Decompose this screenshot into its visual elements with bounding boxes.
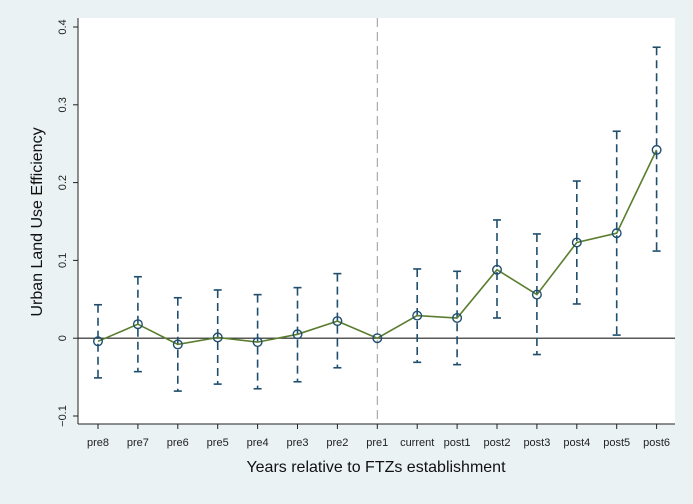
x-tick-label: pre8	[87, 437, 109, 449]
y-tick-label: −0.1	[57, 405, 69, 427]
x-tick-label: pre7	[127, 437, 149, 449]
x-tick-label: pre2	[326, 437, 348, 449]
point-pre7	[132, 319, 143, 330]
x-tick-label: post4	[563, 437, 590, 449]
coefficient-line	[97, 149, 658, 346]
y-tick-label: 0.4	[57, 19, 69, 34]
y-ticks: −0.1 0 0.1 0.2 0.3 0.4	[57, 19, 78, 427]
y-tick-label: 0.2	[57, 175, 69, 190]
x-tick-label: pre4	[247, 437, 269, 449]
y-tick-label: 0.1	[57, 253, 69, 268]
x-tick-label: post3	[523, 437, 550, 449]
point-markers	[92, 144, 662, 350]
point-pre3	[292, 329, 303, 340]
point-post3	[531, 289, 542, 300]
point-pre2	[332, 316, 343, 327]
point-post2	[492, 264, 503, 275]
point-current	[412, 310, 423, 321]
point-pre8	[92, 336, 103, 347]
point-post6	[651, 144, 662, 155]
series-line	[97, 149, 658, 346]
x-axis-title: Years relative to FTZs establishment	[246, 459, 506, 476]
x-ticks: pre8 pre7 pre6 pre5 pre4 pre3 pre2 pre1 current p…	[87, 424, 670, 449]
point-pre5	[212, 332, 223, 343]
point-pre4	[252, 337, 263, 348]
x-tick-label: pre6	[167, 437, 189, 449]
point-post1	[452, 312, 463, 323]
y-axis-title: Urban Land Use Efficiency	[29, 127, 46, 316]
x-tick-label: post1	[444, 437, 471, 449]
plot-area	[78, 18, 675, 424]
point-post4	[571, 237, 582, 248]
x-tick-label: pre1	[366, 437, 388, 449]
x-tick-label: pre5	[207, 437, 229, 449]
x-tick-label: post2	[484, 437, 511, 449]
x-tick-label: current	[400, 437, 434, 449]
x-tick-label: post5	[603, 437, 630, 449]
x-tick-label: post6	[643, 437, 670, 449]
y-tick-label: 0	[57, 335, 69, 341]
y-tick-label: 0.3	[57, 97, 69, 112]
point-post5	[611, 228, 622, 239]
x-tick-label: pre3	[286, 437, 308, 449]
point-pre1	[372, 333, 383, 344]
point-pre6	[172, 339, 183, 350]
